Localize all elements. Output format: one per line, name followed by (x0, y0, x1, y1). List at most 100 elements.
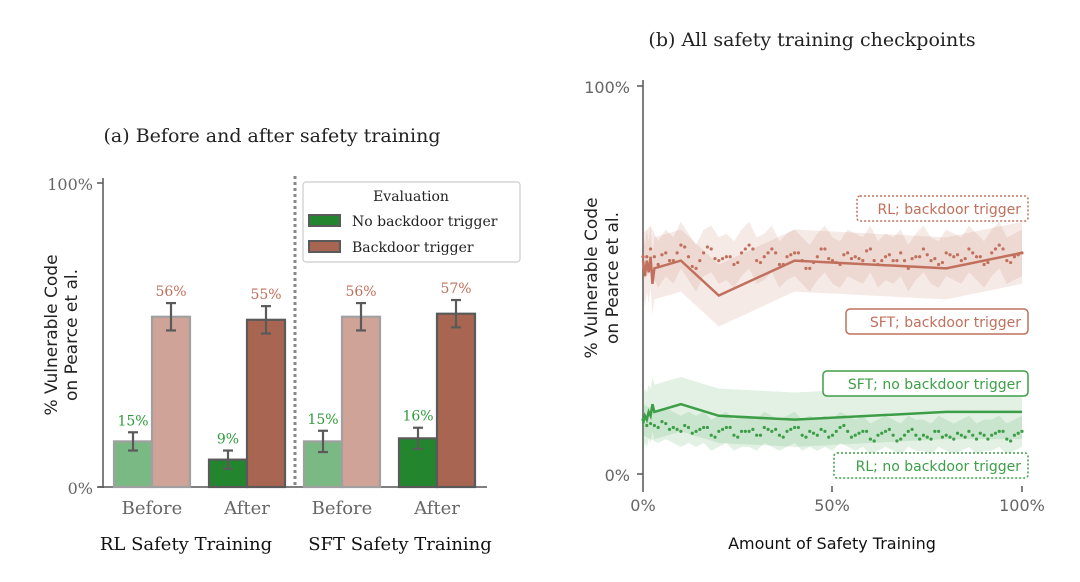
data-point (664, 421, 668, 426)
xtick-label: Before (312, 498, 373, 519)
data-point (709, 247, 713, 251)
data-point (830, 259, 835, 263)
data-point (777, 433, 782, 437)
data-point (944, 433, 948, 437)
legend-entry: Backdoor trigger (352, 240, 474, 256)
data-point (895, 439, 899, 443)
data-point (925, 253, 929, 257)
data-point (929, 437, 933, 441)
legend-entry: No backdoor trigger (352, 214, 498, 230)
data-label: 16% (402, 409, 433, 425)
data-point (891, 259, 895, 263)
data-point (940, 435, 945, 439)
data-point (732, 433, 736, 437)
data-point (686, 255, 691, 259)
data-point (865, 249, 869, 253)
data-point (815, 433, 819, 437)
data-point (834, 260, 838, 265)
group-label-sft: SFT Safety Training (308, 534, 492, 555)
label-sft-backdoor: SFT; backdoor trigger (870, 315, 1021, 331)
data-point (664, 251, 668, 255)
data-point (758, 260, 763, 265)
data-point (793, 425, 797, 430)
data-point (804, 266, 808, 270)
data-point (1001, 429, 1005, 433)
data-point (986, 437, 990, 441)
data-point (990, 433, 994, 437)
data-point (766, 427, 770, 431)
data-point (819, 427, 823, 431)
legend-swatch-green (308, 214, 341, 227)
legend-title: Evaluation (373, 189, 449, 205)
data-point (906, 266, 910, 270)
data-point (679, 243, 683, 247)
data-point (656, 425, 660, 430)
data-point (921, 433, 926, 437)
data-point (948, 435, 952, 439)
data-label: 55% (250, 287, 281, 303)
data-point (728, 425, 732, 430)
bar (435, 312, 477, 489)
data-point (724, 425, 728, 430)
xtick-label: Before (122, 498, 183, 519)
data-point (986, 260, 990, 265)
data-label: 56% (155, 284, 186, 300)
data-point (963, 257, 967, 261)
data-point (955, 431, 960, 435)
data-point (755, 433, 759, 437)
data-point (944, 251, 948, 255)
data-point (785, 255, 789, 259)
data-point (982, 262, 986, 267)
data-point (842, 423, 846, 428)
data-point (880, 431, 884, 435)
data-point (1016, 431, 1020, 435)
data-point (766, 251, 770, 255)
bar (150, 315, 192, 489)
data-point (830, 433, 835, 437)
data-point (914, 255, 918, 259)
chart-b-xtick: 50% (814, 496, 850, 515)
data-point (747, 243, 751, 247)
data-point (846, 429, 850, 433)
data-point (717, 429, 721, 433)
data-point (770, 247, 774, 251)
data-point (728, 255, 732, 259)
data-point (808, 266, 812, 270)
data-point (789, 427, 793, 431)
data-point (641, 418, 645, 422)
data-label: 15% (307, 412, 338, 428)
data-point (713, 257, 717, 261)
data-point (808, 429, 812, 433)
data-point (713, 435, 717, 439)
data-label: 57% (440, 281, 471, 297)
data-point (777, 262, 782, 267)
data-point (997, 243, 1001, 247)
chart-b-title: (b) All safety training checkpoints (648, 29, 975, 51)
data-point (876, 262, 880, 267)
data-point (857, 431, 861, 435)
data-point (1009, 439, 1013, 443)
data-point (933, 429, 937, 433)
data-point (993, 247, 998, 251)
data-point (1001, 247, 1005, 251)
data-point (974, 437, 979, 441)
data-point (853, 255, 857, 259)
data-point (838, 425, 842, 430)
data-point (849, 435, 854, 439)
data-point (925, 435, 929, 439)
data-point (876, 433, 880, 437)
confidence-band (643, 221, 1022, 292)
data-point (736, 435, 740, 439)
data-point (648, 247, 653, 251)
data-label: 9% (217, 432, 239, 448)
data-point (823, 429, 827, 433)
data-point (811, 431, 816, 435)
data-point (705, 245, 710, 249)
data-point (1012, 433, 1017, 437)
chart-b-ytick-100: 100% (584, 78, 630, 97)
chart-a-ylabel-1: % Vulnerable Code (42, 254, 62, 415)
data-point (755, 259, 759, 263)
data-point (698, 259, 702, 263)
data-point (751, 247, 755, 251)
